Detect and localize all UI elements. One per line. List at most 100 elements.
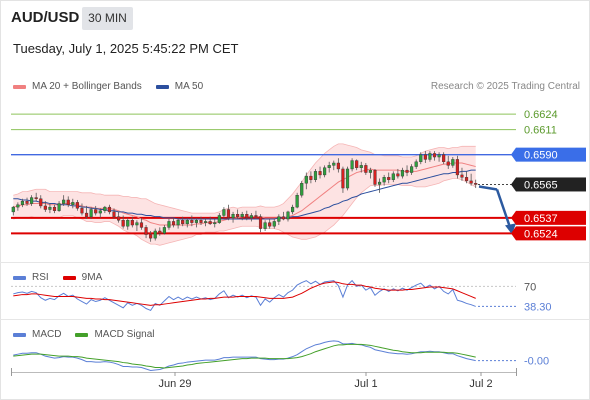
candle-body bbox=[446, 161, 450, 166]
forecast-arrow-shaft bbox=[478, 185, 498, 191]
candle-body bbox=[199, 220, 203, 223]
level-label-box bbox=[516, 177, 586, 192]
price-legend: MA 20 + Bollinger Bands MA 50 bbox=[13, 81, 217, 92]
timeframe-button[interactable]: 30 MIN bbox=[82, 7, 133, 30]
legend-item-bollinger: MA 20 + Bollinger Bands bbox=[13, 81, 142, 92]
candle-body bbox=[213, 222, 217, 225]
level-label-box bbox=[516, 147, 586, 162]
candle-body bbox=[39, 198, 43, 207]
candle-body bbox=[153, 230, 157, 239]
candle-body bbox=[71, 202, 75, 205]
candle-body bbox=[240, 214, 244, 217]
candle-body bbox=[318, 171, 322, 176]
ma50-line bbox=[13, 169, 476, 220]
candle-body bbox=[341, 168, 345, 189]
legend-label-ma50: MA 50 bbox=[174, 81, 204, 92]
candle-body bbox=[474, 183, 478, 185]
candle-body bbox=[167, 221, 171, 228]
candle-body bbox=[30, 197, 34, 204]
candle-body bbox=[89, 209, 93, 217]
candle-body bbox=[313, 171, 318, 180]
candle-body bbox=[121, 220, 125, 227]
candle-body bbox=[176, 220, 180, 226]
candle-body bbox=[368, 169, 372, 173]
level-label-pointer bbox=[511, 210, 516, 225]
candle-body bbox=[327, 165, 331, 168]
candle-body bbox=[194, 220, 199, 223]
candle-body bbox=[451, 159, 455, 166]
candle-body bbox=[16, 204, 20, 208]
candle-body bbox=[387, 177, 391, 180]
candle-body bbox=[377, 181, 382, 185]
candle-body bbox=[405, 169, 409, 173]
candle-body bbox=[309, 175, 313, 180]
candle-body bbox=[139, 222, 144, 228]
candle-body bbox=[75, 202, 79, 209]
candle-body bbox=[455, 159, 459, 176]
candle-body bbox=[162, 227, 166, 234]
level-label-pointer bbox=[511, 177, 516, 192]
macd-line bbox=[13, 340, 476, 371]
candle-body bbox=[437, 154, 441, 158]
candle-body bbox=[66, 199, 70, 205]
candle-body bbox=[236, 214, 240, 217]
candle-body bbox=[144, 227, 148, 235]
candle-body bbox=[130, 220, 134, 226]
legend-item-macd-signal: MACD Signal bbox=[75, 329, 154, 340]
candle-body bbox=[268, 222, 272, 227]
candle-body bbox=[135, 222, 139, 226]
level-label-support: 0.6537 bbox=[524, 213, 558, 225]
candle-body bbox=[373, 169, 377, 185]
candle-body bbox=[107, 206, 112, 213]
ma20-line bbox=[13, 162, 476, 226]
candle-body bbox=[410, 166, 414, 173]
candle-body bbox=[158, 230, 162, 234]
bollinger-upper-line bbox=[13, 143, 476, 214]
candle-body bbox=[419, 154, 423, 162]
candle-body bbox=[226, 209, 231, 219]
candle-body bbox=[286, 211, 290, 220]
candle-body bbox=[171, 221, 176, 226]
candle-body bbox=[43, 205, 47, 210]
rsi-line bbox=[13, 279, 476, 312]
forecast-arrow-head bbox=[505, 223, 516, 235]
candle-body bbox=[359, 165, 363, 168]
rsi-level-label: 70 bbox=[524, 281, 536, 293]
level-label-resistance: 0.6590 bbox=[524, 150, 558, 162]
candle-body bbox=[62, 199, 66, 204]
candle-body bbox=[258, 216, 263, 229]
candle-body bbox=[222, 209, 226, 216]
candle-body bbox=[231, 214, 235, 219]
candle-body bbox=[217, 215, 221, 223]
level-label-box bbox=[516, 226, 586, 241]
level-label-pointer bbox=[511, 226, 516, 241]
candle-body bbox=[355, 160, 359, 168]
candle-body bbox=[414, 161, 418, 167]
candle-body bbox=[469, 180, 473, 184]
candle-body bbox=[400, 169, 405, 177]
candle-body bbox=[396, 173, 400, 177]
candle-body bbox=[272, 221, 276, 227]
candle-body bbox=[20, 200, 25, 205]
candle-body bbox=[304, 175, 308, 184]
bollinger-band bbox=[13, 143, 476, 246]
instrument-symbol: AUD/USD bbox=[11, 9, 80, 26]
candle-body bbox=[208, 221, 212, 225]
level-label-target: 0.6624 bbox=[524, 109, 558, 121]
candle-body bbox=[291, 206, 295, 213]
candle-body bbox=[11, 206, 15, 213]
candle-body bbox=[126, 220, 130, 227]
time-axis-label: Jul 1 bbox=[354, 378, 377, 390]
chart-timestamp: Tuesday, July 1, 2025 5:45:22 PM CET bbox=[13, 41, 239, 56]
forecast-arrow-shaft bbox=[495, 189, 512, 228]
candle-body bbox=[84, 212, 89, 217]
level-label-last: 0.6565 bbox=[524, 179, 558, 191]
level-label-target: 0.6611 bbox=[524, 125, 557, 137]
candle-body bbox=[185, 220, 189, 225]
level-label-support: 0.6524 bbox=[524, 228, 558, 240]
candle-body bbox=[117, 216, 121, 221]
legend-item-macd: MACD bbox=[13, 329, 61, 340]
candle-body bbox=[423, 154, 427, 160]
